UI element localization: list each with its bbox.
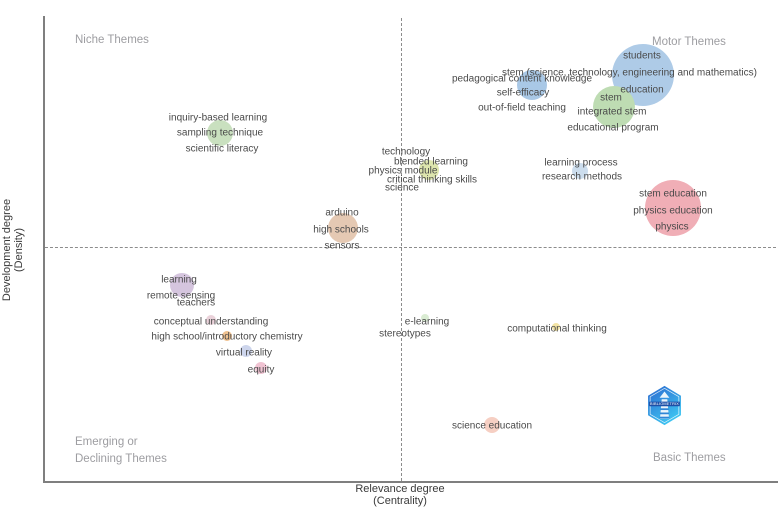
- bubble-arduino-high-schools: [328, 213, 358, 243]
- cluster-label-stem-integrated: integrated stem: [577, 106, 647, 118]
- cluster-label-technology-blended-learning: critical thinking skills: [386, 174, 478, 186]
- bubble-computational-thinking: [552, 323, 560, 331]
- logo-lighthouse-roof: [659, 391, 670, 398]
- cluster-label-stem-education-physics: stem education: [639, 188, 707, 200]
- cluster-label-technology-blended-learning: technology: [381, 146, 431, 158]
- y-axis-title: Development degree (Density): [1, 199, 25, 301]
- cluster-label-learning-remote-sensing: teachers: [176, 297, 216, 309]
- cluster-label-learning-remote-sensing: learning: [161, 274, 197, 286]
- cluster-label-equity: equity: [247, 364, 275, 376]
- cluster-label-stem-education-physics: physics: [655, 221, 689, 233]
- horizontal-median-dashed-line: [45, 247, 776, 248]
- x-axis-title-line2: (Centrality): [373, 495, 427, 507]
- cluster-label-students-stem: students: [623, 50, 661, 62]
- cluster-label-stem-integrated: stem: [600, 92, 622, 104]
- cluster-label-learning-process: research methods: [541, 171, 623, 183]
- cluster-label-inquiry-based-learning: scientific literacy: [185, 143, 259, 155]
- logo-banner: [649, 401, 680, 407]
- cluster-label-technology-blended-learning: blended learning: [394, 156, 468, 168]
- logo-lighthouse-stripe-1: [660, 408, 669, 411]
- bubble-e-learning-stereotypes: [421, 314, 429, 322]
- cluster-label-arduino-high-schools: high schools: [313, 224, 369, 236]
- cluster-label-pedagogical-content-knowledge: out-of-field teaching: [478, 102, 566, 114]
- cluster-label-inquiry-based-learning: sampling technique: [176, 127, 264, 139]
- cluster-label-e-learning-stereotypes: e-learning: [404, 316, 450, 328]
- quadrant-label-motor-themes: Motor Themes: [652, 36, 726, 48]
- cluster-label-arduino-high-schools: arduino: [325, 207, 359, 219]
- cluster-label-arduino-high-schools: sensors: [324, 240, 360, 252]
- logo-lighthouse-stripe-3: [659, 416, 670, 419]
- bubble-stem-integrated: [593, 86, 635, 128]
- x-axis-line: [43, 481, 778, 483]
- bubble-pedagogical-content-knowledge: [517, 70, 547, 100]
- cluster-label-pedagogical-content-knowledge: pedagogical content knowledge: [451, 73, 593, 85]
- cluster-label-students-stem: stem (science, technology, engineering a…: [502, 67, 757, 79]
- x-axis-title-line1: Relevance degree: [355, 483, 445, 495]
- cluster-label-inquiry-based-learning: inquiry-based learning: [168, 112, 268, 124]
- logo-hexagon-inner-border: [649, 387, 680, 424]
- x-axis-title: Relevance degree (Centrality): [320, 483, 480, 507]
- logo-lighthouse-stripe-2: [659, 412, 670, 415]
- quadrant-label-emerging-line2: Declining Themes: [75, 453, 167, 465]
- cluster-label-stem-integrated: educational program: [567, 122, 659, 134]
- quadrant-label-niche-themes: Niche Themes: [75, 34, 149, 46]
- bibliometrix-logo: BIBLIOMETRIX: [648, 385, 681, 426]
- cluster-label-learning-remote-sensing: remote sensing: [146, 290, 216, 302]
- bubble-technology-blended-learning: [419, 160, 439, 180]
- bubble-virtual-reality: [240, 345, 252, 357]
- cluster-label-high-school-introductory-chemistry: high school/introductory chemistry: [151, 331, 303, 343]
- cluster-label-students-stem: education: [620, 84, 664, 96]
- bubble-conceptual-understanding: [206, 315, 216, 325]
- y-axis-title-line1: Development degree: [1, 198, 13, 302]
- logo-banner-text: BIBLIOMETRIX: [650, 402, 679, 406]
- bubble-stem-education-physics: [645, 180, 701, 236]
- cluster-label-computational-thinking: computational thinking: [507, 323, 607, 335]
- vertical-median-dashed-line: [401, 18, 402, 481]
- bubble-inquiry-based-learning: [207, 120, 233, 146]
- quadrant-label-basic-themes: Basic Themes: [653, 452, 726, 464]
- bubble-learning-process: [572, 163, 588, 179]
- cluster-label-technology-blended-learning: science: [385, 182, 419, 194]
- cluster-label-learning-process: learning process: [544, 157, 618, 169]
- bubble-equity: [255, 362, 267, 374]
- cluster-label-stem-education-physics: physics education: [633, 205, 713, 217]
- bubble-high-school-introductory-chemistry: [222, 331, 232, 341]
- quadrant-label-emerging-declining-themes: Emerging or Declining Themes: [75, 434, 167, 468]
- cluster-label-e-learning-stereotypes: stereotypes: [379, 328, 431, 340]
- y-axis-line: [43, 16, 45, 482]
- cluster-label-virtual-reality: virtual reality: [215, 347, 273, 359]
- cluster-label-science-education: science education: [451, 420, 533, 432]
- quadrant-label-emerging-line1: Emerging or: [75, 436, 138, 448]
- cluster-label-conceptual-understanding: conceptual understanding: [153, 316, 269, 328]
- cluster-label-pedagogical-content-knowledge: self-efficacy: [496, 87, 550, 99]
- bubble-learning-remote-sensing: [170, 273, 194, 297]
- y-axis-title-line2: (Density): [13, 228, 25, 273]
- cluster-label-technology-blended-learning: physics module: [368, 165, 438, 177]
- bubble-science-education: [484, 417, 500, 433]
